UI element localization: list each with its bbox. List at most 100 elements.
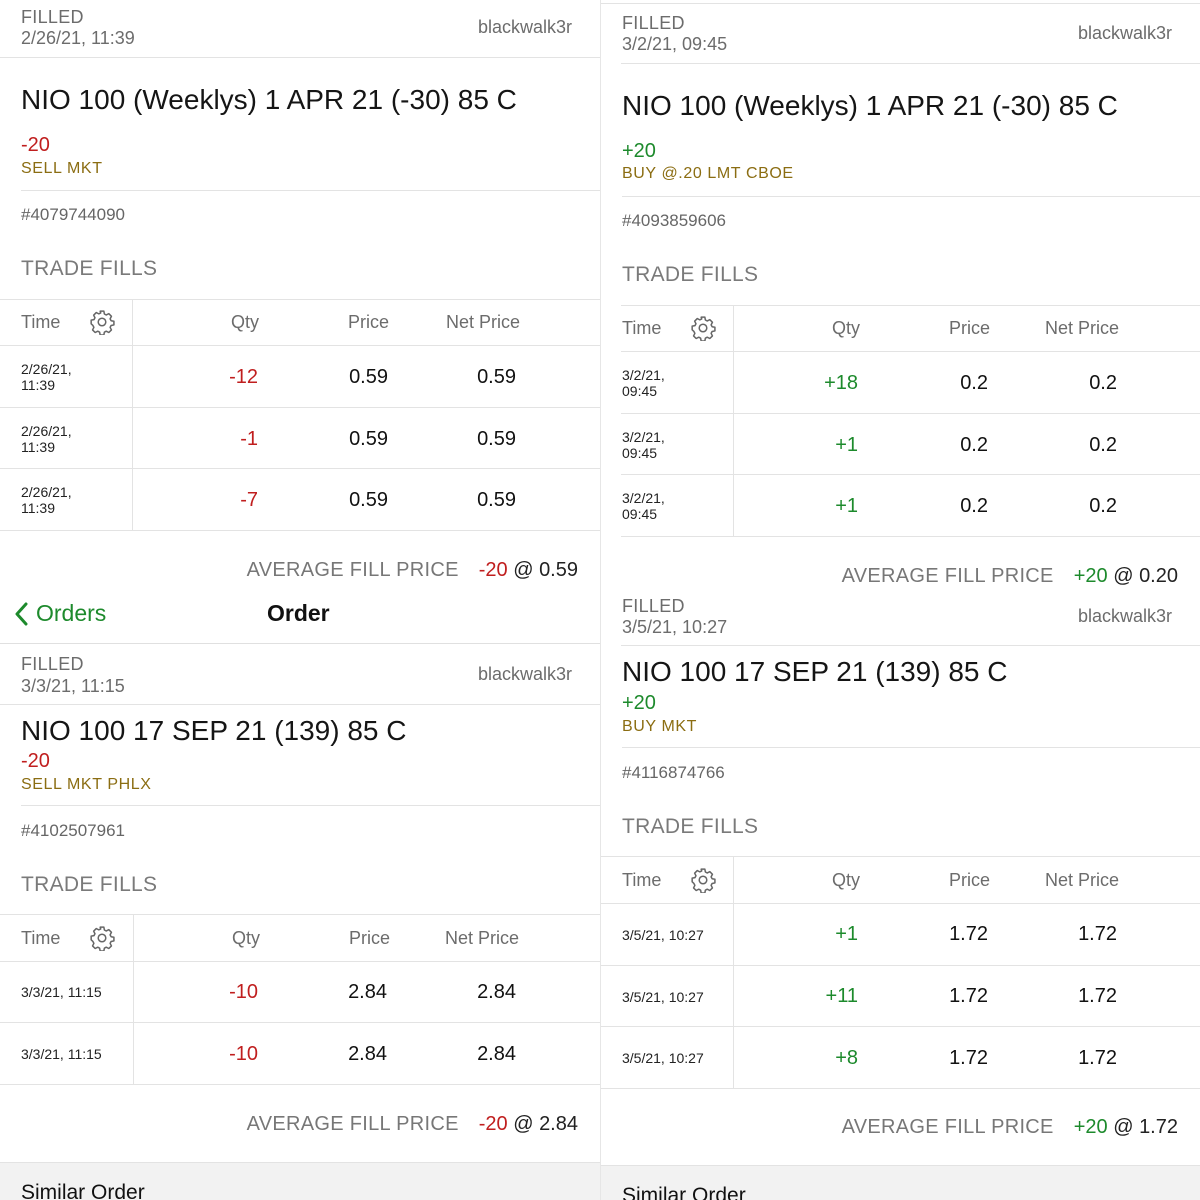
account-name: blackwalk3r [1077,23,1172,43]
back-button[interactable]: Orders [14,600,106,627]
order-title: NIO 100 17 SEP 21 (139) 85 C [622,656,1008,687]
average-fill-value: @ 0.59 [513,559,578,581]
column-divider [733,856,734,1088]
fill-time: 3/5/21, 10:27 [622,1050,704,1066]
col-qty-header: Qty [230,312,259,332]
fill-time: 3/5/21, 10:27 [622,927,704,943]
nav-title: Order [267,600,330,626]
fill-qty: +11 [825,985,858,1007]
order-id: #4116874766 [622,763,725,782]
fill-time: 3/2/21, 09:45 [622,367,665,399]
row-divider [0,1084,600,1085]
order-panel-3: Orders Order FILLED 3/3/21, 11:15 blackw… [0,592,600,1200]
account-name: blackwalk3r [477,17,572,37]
col-qty-header: Qty [231,928,260,948]
fill-qty: -1 [240,428,258,450]
row-divider [601,965,1200,966]
row-divider [621,536,1200,537]
average-fill-price: AVERAGE FILL PRICE +20 @ 1.72 [842,1116,1178,1139]
fill-price: 0.2 [960,372,988,394]
fill-qty: -10 [229,981,258,1003]
divider [622,196,1200,197]
average-fill-label: AVERAGE FILL PRICE [246,559,459,581]
col-time-header: Time [622,318,662,338]
order-status: FILLED [21,654,84,674]
divider [622,747,1200,748]
gear-icon[interactable] [690,867,716,893]
gear-icon[interactable] [89,309,115,335]
divider [621,645,1200,646]
row-divider [0,468,600,469]
order-status: FILLED [622,13,685,33]
fill-net-price: 2.84 [477,1043,516,1065]
order-datetime: 3/5/21, 10:27 [622,617,728,637]
fill-qty: -7 [240,489,258,511]
order-panel-1: FILLED 2/26/21, 11:39 blackwalk3r NIO 10… [0,0,600,592]
order-title: NIO 100 (Weeklys) 1 APR 21 (-30) 85 C [622,90,1118,121]
order-qty: +20 [622,140,656,162]
order-action: BUY MKT [622,718,698,735]
fill-net-price: 2.84 [477,981,516,1003]
fill-net-price: 0.2 [1089,372,1117,394]
account-name: blackwalk3r [1077,606,1172,626]
row-divider [621,474,1200,475]
fill-time: 2/26/21, 11:39 [21,423,72,455]
average-fill-price: AVERAGE FILL PRICE -20 @ 2.84 [247,1113,578,1136]
fill-price: 0.59 [349,428,388,450]
row-divider [0,1022,600,1023]
fill-time: 3/3/21, 11:15 [21,1046,102,1062]
row-divider [0,345,600,346]
order-datetime: 2/26/21, 11:39 [21,28,135,48]
row-divider [621,351,1200,352]
col-net-price-header: Net Price [445,312,520,332]
order-action: SELL MKT [21,160,103,177]
row-divider [0,961,600,962]
similar-order-section[interactable]: Similar Order [601,1165,1200,1200]
gear-icon[interactable] [690,315,716,341]
col-qty-header: Qty [831,318,860,338]
table-top-border [0,299,600,300]
average-fill-price: AVERAGE FILL PRICE -20 @ 0.59 [247,559,578,582]
column-divider [132,299,133,530]
fill-net-price: 0.2 [1089,434,1117,456]
order-action: BUY @.20 LMT CBOE [622,165,794,182]
fill-price: 0.59 [349,489,388,511]
order-status: FILLED [21,7,84,27]
order-qty: -20 [21,134,50,156]
row-divider [601,1026,1200,1027]
trade-fills-heading: TRADE FILLS [622,815,759,838]
fill-qty: -10 [229,1043,258,1065]
table-top-border [601,856,1200,857]
fill-qty: +8 [835,1047,858,1069]
fill-net-price: 1.72 [1078,1047,1117,1069]
gear-icon[interactable] [89,925,115,951]
average-fill-label: AVERAGE FILL PRICE [841,1116,1054,1138]
table-top-border [621,305,1200,306]
order-qty: +20 [622,692,656,714]
column-divider [133,914,134,1084]
similar-order-section[interactable]: Similar Order [0,1162,600,1200]
order-id: #4102507961 [21,821,126,840]
similar-order-label: Similar Order [622,1184,746,1200]
chevron-left-icon [15,602,28,625]
order-title: NIO 100 17 SEP 21 (139) 85 C [21,715,407,746]
order-panel-4: FILLED 3/5/21, 10:27 blackwalk3r NIO 100… [600,592,1200,1200]
col-time-header: Time [622,870,662,890]
fill-time: 3/5/21, 10:27 [622,989,704,1005]
average-fill-label: AVERAGE FILL PRICE [246,1113,459,1135]
col-net-price-header: Net Price [444,928,519,948]
trade-fills-heading: TRADE FILLS [21,873,158,896]
average-fill-qty: +20 [1073,1116,1108,1138]
fill-price: 2.84 [348,981,387,1003]
fill-time: 2/26/21, 11:39 [21,484,72,516]
similar-order-label: Similar Order [21,1181,145,1200]
col-price-header: Price [948,870,990,890]
average-fill-label: AVERAGE FILL PRICE [841,565,1054,587]
row-divider [0,407,600,408]
order-id: #4079744090 [21,205,126,224]
fill-time: 3/2/21, 09:45 [622,429,665,461]
fill-qty: +1 [835,923,858,945]
average-fill-price: AVERAGE FILL PRICE +20 @ 0.20 [842,565,1178,588]
order-status: FILLED [622,596,685,616]
fill-qty: +1 [835,434,858,456]
